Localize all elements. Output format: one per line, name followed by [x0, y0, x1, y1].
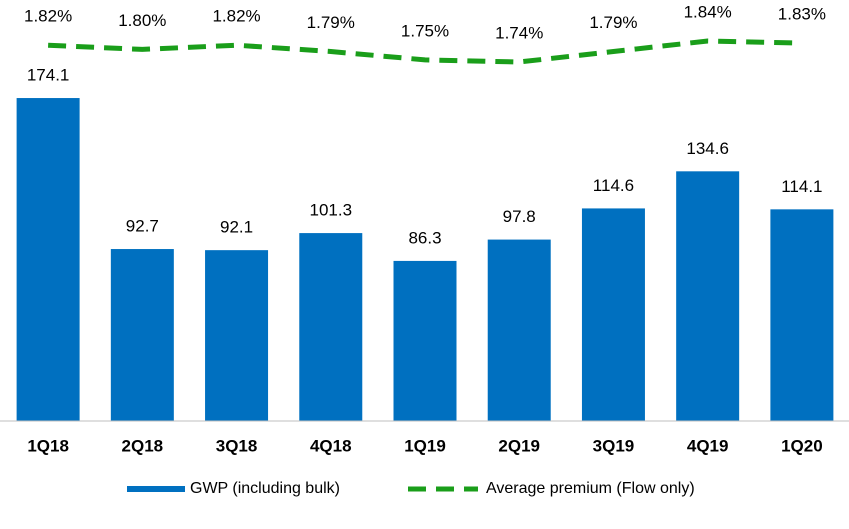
bar-value-label: 97.8	[503, 207, 536, 226]
x-tick-label: 1Q20	[781, 436, 823, 455]
legend-label: Average premium (Flow only)	[486, 480, 695, 497]
bar	[299, 233, 363, 421]
x-tick-label: 1Q18	[27, 436, 69, 455]
x-tick-label: 1Q19	[404, 436, 446, 455]
bar	[487, 239, 551, 421]
line-value-label: 1.83%	[778, 5, 826, 24]
bar	[770, 209, 834, 421]
x-tick-label: 4Q19	[687, 436, 729, 455]
line-value-label: 1.82%	[212, 7, 260, 26]
bar-value-label: 86.3	[408, 228, 441, 247]
x-tick-label: 4Q18	[310, 436, 352, 455]
x-tick-label: 3Q18	[216, 436, 258, 455]
line-value-label: 1.75%	[401, 21, 449, 40]
line-value-label: 1.84%	[684, 2, 732, 21]
line	[47, 38, 802, 65]
legend-label: GWP (including bulk)	[190, 480, 340, 497]
bar	[16, 98, 80, 422]
legend-swatch	[127, 486, 185, 492]
bar-value-label: 92.7	[126, 217, 159, 236]
line-value-label: 1.80%	[118, 11, 166, 30]
bar	[110, 249, 174, 421]
bar-value-label: 174.1	[27, 66, 70, 85]
bar	[205, 250, 269, 421]
x-tick-label: 2Q18	[122, 436, 164, 455]
x-tick-label: 2Q19	[498, 436, 540, 455]
x-tick-label: 3Q19	[593, 436, 635, 455]
bar-value-label: 134.6	[686, 139, 729, 158]
bar	[676, 171, 740, 421]
bar-value-label: 101.3	[310, 201, 353, 220]
line-value-label: 1.79%	[307, 13, 355, 32]
bar	[581, 208, 645, 421]
line-value-label: 1.82%	[24, 7, 72, 26]
bar	[393, 260, 457, 421]
bar-value-label: 92.1	[220, 218, 253, 237]
line-value-label: 1.74%	[495, 23, 543, 42]
line-value-label: 1.79%	[589, 13, 637, 32]
bar-value-label: 114.1	[781, 177, 822, 196]
bar-value-label: 114.6	[593, 176, 634, 195]
